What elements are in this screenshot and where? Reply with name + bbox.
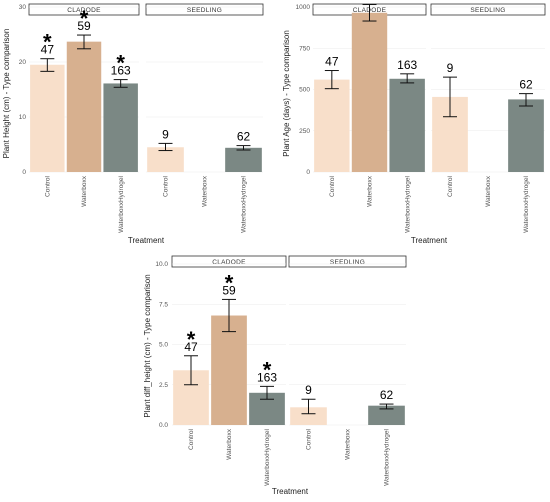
y-tick-label: 10: [19, 114, 27, 121]
sample-size-label: 59: [222, 283, 236, 297]
facet-strip: [288, 255, 407, 268]
bar-waterboxxhydrogel: [368, 405, 405, 425]
bar-waterboxxhydrogel: [225, 147, 262, 172]
x-tick-label: Waterboxx: [81, 175, 88, 207]
sample-size-label: 47: [325, 55, 339, 69]
x-tick-label: Control: [306, 428, 313, 450]
facet-strip-label: SEEDLING: [330, 259, 365, 266]
y-tick-label: 750: [299, 45, 310, 52]
bar-control: [147, 147, 184, 172]
facet-strip: [430, 3, 546, 16]
x-tick-label: Waterboxx: [485, 175, 492, 207]
bar-waterboxxhydrogel: [508, 99, 544, 172]
sample-size-label: 163: [257, 370, 277, 384]
chart-2: 0 250 500 750 1000 Plant Age (days) - Type co…: [282, 0, 546, 245]
y-tick-label: 5.0: [159, 342, 168, 349]
significance-star: *: [351, 0, 360, 9]
x-tick-label: WaterboxxHydrogel: [264, 428, 271, 485]
facet-panel-cladode: CLADODE47Control59*Waterboxx163Waterboxx…: [312, 0, 427, 233]
facet-strip: [28, 3, 140, 16]
sample-size-label: 163: [397, 58, 417, 72]
x-tick-label: Waterboxx: [226, 428, 233, 460]
facet-panel-seedling: SEEDLING 9 Control Waterboxx 62 WaterboxxHydr…: [145, 3, 264, 233]
sample-size-label: 59: [363, 0, 377, 3]
sample-size-label: 9: [162, 127, 169, 141]
x-tick-label: Control: [329, 175, 336, 197]
sample-size-label: 62: [519, 78, 533, 92]
bar-waterboxx: [351, 12, 388, 173]
significance-star: *: [187, 327, 196, 352]
facet-strip-label: CLADODE: [212, 259, 246, 266]
y-tick-label: 20: [19, 59, 27, 66]
x-axis-title: Treatment: [411, 236, 448, 245]
x-tick-label: Control: [188, 428, 195, 450]
x-tick-label: Waterboxx: [345, 428, 352, 460]
y-axis-title: Plant Height (cm) - Type comparison: [2, 29, 11, 159]
bar-waterboxxhydrogel: [103, 83, 138, 172]
sample-size-label: 59: [77, 19, 91, 33]
bar-control: [314, 79, 350, 172]
facet-panel-cladode: CLADODE47*Control59*Waterboxx163*Waterbo…: [28, 3, 140, 233]
significance-star: *: [263, 357, 272, 382]
facet-strip-label: CLADODE: [67, 7, 101, 14]
x-axis-title: Treatment: [128, 236, 165, 245]
x-tick-label: WaterboxxHydrogel: [404, 175, 411, 232]
chart-1: 0 10 20 30 Plant Height (cm) - Type comparis…: [2, 3, 264, 245]
bar-waterboxx: [66, 41, 102, 173]
bar-control: [290, 407, 327, 425]
facet-strip-label: SEEDLING: [470, 7, 505, 14]
facet-panel-seedling: SEEDLING 9 Control Waterboxx 62 WaterboxxHydr…: [288, 255, 407, 486]
facet-panel-cladode: CLADODE47*Control59*Waterboxx163*Waterbo…: [171, 255, 287, 486]
facet-strip: [145, 3, 264, 16]
x-tick-label: WaterboxxHydrogel: [241, 175, 248, 232]
facet-strip-label: SEEDLING: [187, 7, 222, 14]
y-axis-title: Plant Age (days) - Type comparison: [282, 30, 291, 157]
x-tick-label: Waterboxx: [367, 175, 374, 207]
y-tick-label: 250: [299, 128, 310, 135]
x-tick-label: WaterboxxHydrogel: [384, 428, 391, 485]
y-tick-label: 30: [19, 4, 27, 11]
y-tick-label: 0.0: [159, 422, 168, 429]
facet-strip: [171, 255, 287, 268]
y-tick-label: 7.5: [159, 301, 168, 308]
bar-waterboxxhydrogel: [389, 78, 425, 172]
sample-size-label: 62: [380, 388, 394, 402]
sample-size-label: 163: [111, 64, 131, 78]
sample-size-label: 47: [184, 340, 198, 354]
bar-waterboxx: [211, 315, 247, 425]
sample-size-label: 47: [41, 43, 55, 57]
x-tick-label: Control: [447, 175, 454, 197]
significance-star: *: [225, 270, 234, 295]
significance-star: *: [80, 6, 89, 31]
significance-star: *: [43, 30, 52, 55]
y-tick-label: 0: [306, 169, 310, 176]
y-tick-label: 0: [22, 169, 26, 176]
y-tick-label: 1000: [296, 4, 311, 11]
y-axis-title: Plant diff_height (cm) - Type comparison: [143, 274, 152, 417]
x-tick-label: Control: [163, 175, 170, 197]
sample-size-label: 9: [447, 61, 454, 75]
x-tick-label: WaterboxxHydrogel: [523, 175, 530, 232]
x-tick-label: Waterboxx: [202, 175, 209, 207]
sample-size-label: 62: [237, 130, 251, 144]
significance-star: *: [116, 51, 125, 76]
bar-control: [30, 64, 65, 172]
facet-panel-seedling: SEEDLING 9 Control Waterboxx 62 WaterboxxHydr…: [430, 3, 546, 233]
x-axis-title: Treatment: [272, 487, 309, 496]
x-tick-label: Control: [45, 175, 52, 197]
y-tick-label: 500: [299, 87, 310, 94]
y-tick-label: 2.5: [159, 382, 168, 389]
sample-size-label: 9: [305, 383, 312, 397]
x-tick-label: WaterboxxHydrogel: [118, 175, 125, 232]
y-tick-label: 10.0: [155, 261, 168, 268]
